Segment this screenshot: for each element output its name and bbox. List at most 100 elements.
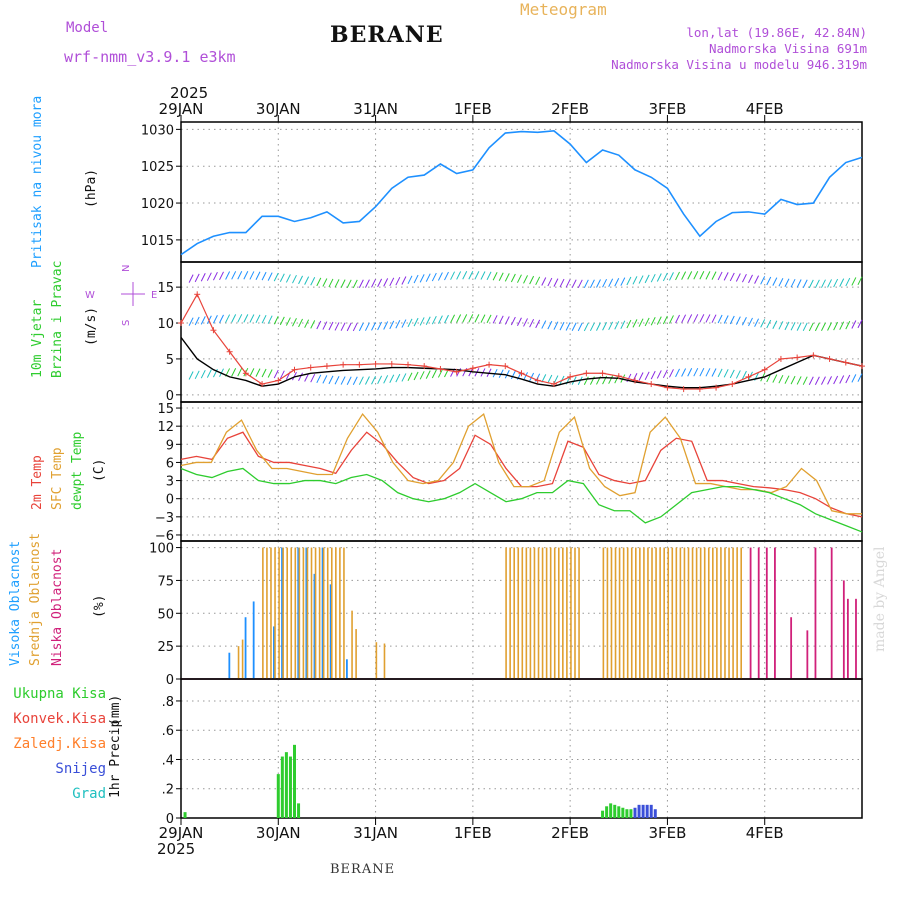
- mid-cloud-bar: [574, 547, 576, 679]
- wind-barb: [638, 318, 644, 327]
- wind-barb: [188, 274, 194, 283]
- y-tick-label: −6: [155, 529, 174, 544]
- wind-barb: [571, 322, 577, 331]
- mid-cloud-bar: [557, 547, 560, 679]
- low-cloud-bar: [846, 598, 849, 679]
- wind-barb: [571, 279, 577, 288]
- wind-barb: [206, 272, 212, 281]
- bottom-date-label: 31JAN: [353, 824, 398, 842]
- panel-frame: [180, 678, 863, 819]
- mid-cloud-bar: [639, 547, 641, 679]
- wind-barb: [845, 374, 851, 384]
- wind-barb: [261, 271, 267, 281]
- mid-cloud-bar: [237, 646, 240, 679]
- wind-barb: [784, 321, 790, 331]
- total-rain-bar: [609, 803, 613, 818]
- wind-barb: [650, 370, 656, 380]
- wind-barb: [310, 277, 316, 286]
- wind-barb: [577, 322, 583, 332]
- wind-barb: [383, 278, 389, 287]
- wind-barb: [808, 322, 814, 332]
- mid-cloud-bar: [375, 642, 378, 679]
- wind-barb: [255, 271, 261, 280]
- high-cloud-bar: [313, 573, 316, 679]
- bottom-date-label: 1FEB: [454, 824, 492, 842]
- mid-cloud-bar: [330, 547, 333, 679]
- mid-cloud-bar: [578, 547, 580, 679]
- mid-cloud-bar: [541, 547, 544, 679]
- wind-barb: [249, 271, 255, 280]
- wind-barb: [371, 322, 376, 331]
- mid-cloud-bar: [351, 610, 353, 679]
- wind-barb: [632, 276, 638, 285]
- wind-barb: [687, 368, 693, 377]
- bottom-date-label: 29JAN: [159, 824, 204, 842]
- wind-speed-line: [180, 336, 863, 389]
- wind-barb: [577, 279, 583, 289]
- bottom-date-label: 3FEB: [648, 824, 686, 842]
- wind-barb: [492, 272, 498, 281]
- y-tick-label: 1020: [141, 197, 174, 212]
- mid-cloud-bar: [270, 547, 272, 679]
- wind-barb: [358, 322, 364, 332]
- wind-barb: [602, 322, 608, 331]
- mid-cloud-bar: [728, 547, 730, 679]
- wind-barb: [255, 368, 261, 377]
- mid-cloud-bar: [626, 547, 629, 679]
- wind-barb: [243, 271, 249, 280]
- wind-barb: [553, 375, 559, 384]
- wind-barb: [717, 271, 723, 281]
- wind-barb: [839, 321, 845, 330]
- wind-barb: [705, 314, 711, 323]
- y-tick-label: 6: [166, 456, 174, 471]
- wind-barb: [693, 367, 699, 377]
- wind-barb: [857, 319, 863, 329]
- wind-barb: [717, 314, 723, 324]
- wind-barb: [450, 314, 456, 323]
- mid-cloud-bar: [671, 547, 674, 679]
- wind-barb: [796, 322, 802, 331]
- wind-barb: [529, 372, 535, 382]
- wind-barb: [267, 272, 273, 281]
- mid-cloud-bar: [740, 547, 742, 679]
- wind-barb: [754, 275, 760, 284]
- wind-barb: [419, 371, 425, 380]
- temperature-panel: −6 −3 0 3 6 9 12 15: [155, 401, 863, 544]
- wind-barb: [760, 276, 766, 285]
- wind-barb: [693, 314, 699, 323]
- dewpt-line: [180, 467, 863, 533]
- wind-barb: [237, 314, 243, 323]
- mid-cloud-bar: [286, 547, 288, 679]
- wind-barb: [687, 271, 693, 280]
- wind-barb: [516, 317, 522, 326]
- wind-barb: [255, 314, 261, 324]
- wind-barb: [285, 274, 291, 283]
- low-cloud-bar: [842, 580, 845, 679]
- wind-barb: [279, 370, 285, 379]
- total-rain-bar: [276, 774, 280, 818]
- wind-barb: [845, 320, 851, 330]
- wind-barb: [784, 278, 790, 287]
- total-rain-bar: [621, 807, 625, 818]
- wind-barb: [188, 317, 194, 326]
- y-tick-label: .6: [162, 724, 174, 739]
- lonlat-label: lon,lat (19.86E, 42.84N): [686, 25, 867, 40]
- wind-barb: [267, 315, 273, 324]
- wind-barb: [377, 278, 383, 288]
- wind-barb: [212, 315, 218, 324]
- wind-barb: [808, 279, 814, 289]
- snow-bar: [649, 804, 653, 818]
- mid-cloud-bar: [712, 547, 714, 679]
- snow-bar: [641, 804, 645, 818]
- bottom-date-label: 4FEB: [746, 824, 784, 842]
- wind-barb: [304, 276, 310, 285]
- wind-barb: [401, 319, 407, 328]
- mid-cloud-bar: [553, 547, 556, 679]
- mid-cloud-bar: [298, 547, 301, 679]
- panel-frame: [180, 261, 863, 403]
- wind-barb: [583, 279, 589, 289]
- wind-barb: [498, 315, 504, 325]
- wind-barb: [675, 368, 680, 378]
- wind-barb: [395, 276, 401, 286]
- low-cloud-bar: [855, 598, 857, 679]
